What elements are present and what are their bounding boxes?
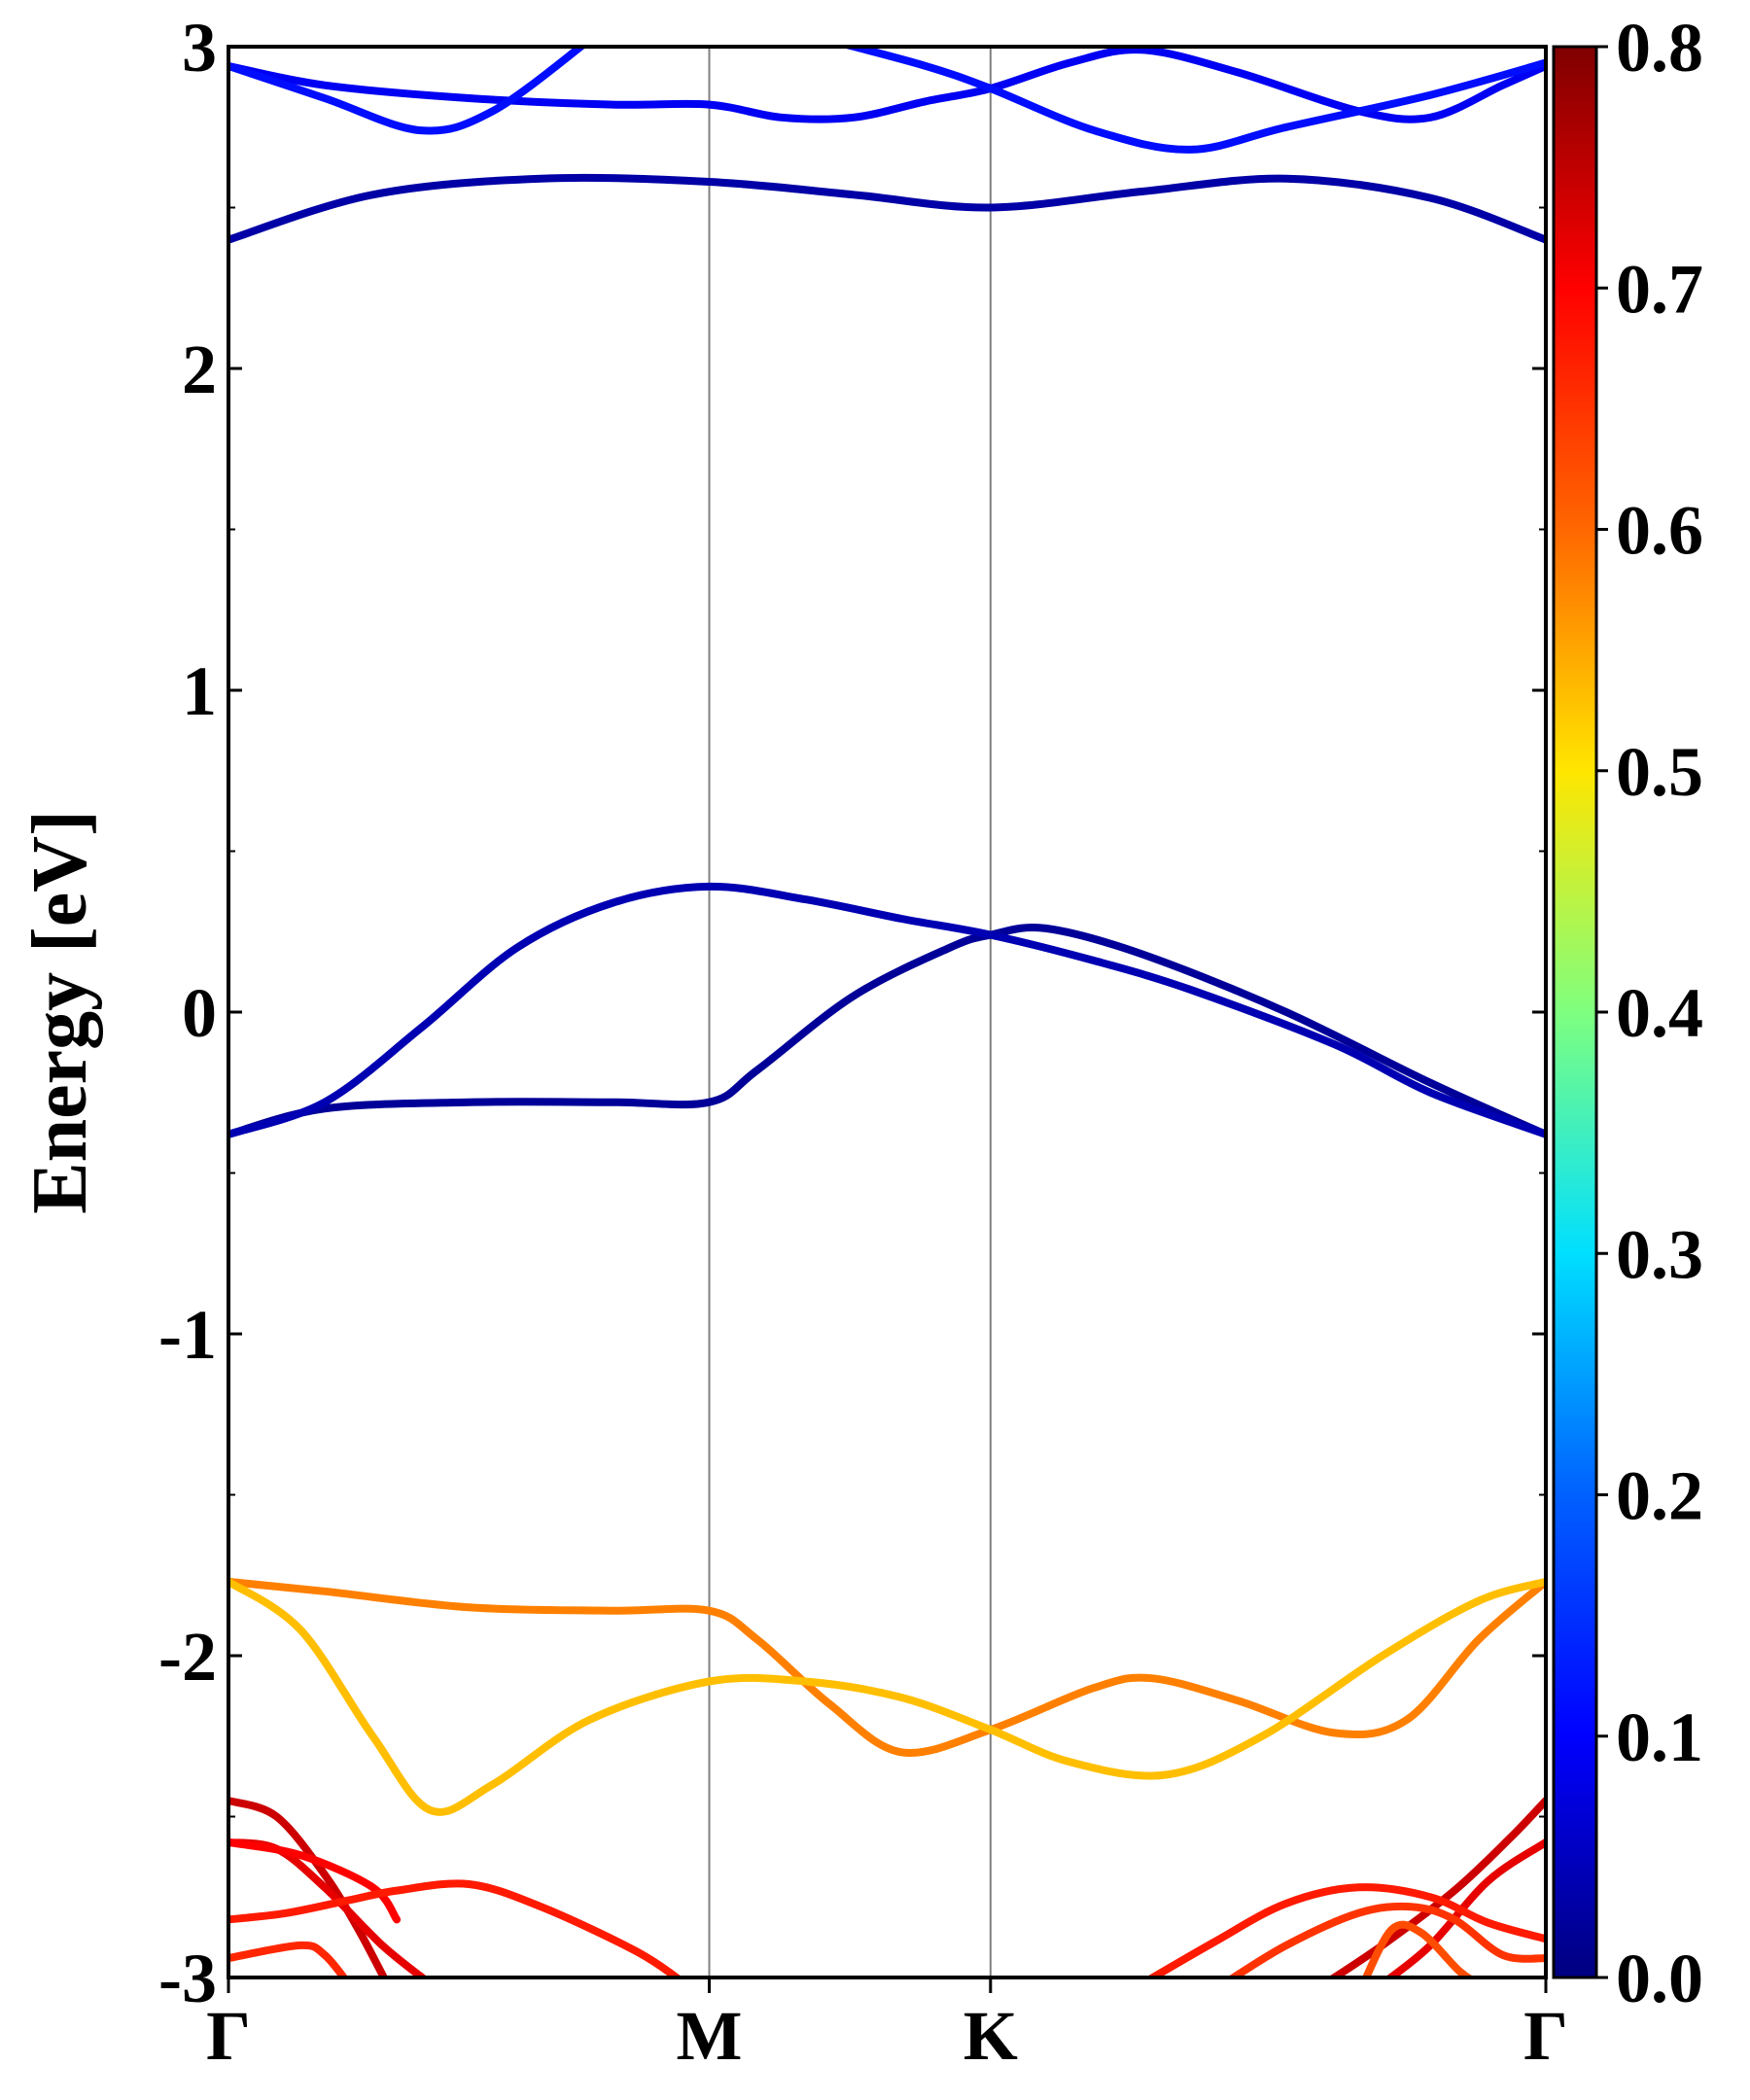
- colorbar-tick-label: 0.5: [1616, 733, 1703, 811]
- y-tick-label: -1: [158, 1296, 217, 1374]
- y-tick-label: 3: [182, 9, 217, 87]
- y-tick-label: 0: [182, 974, 217, 1052]
- band-line: [228, 173, 1546, 244]
- y-tick-label: -3: [158, 1940, 217, 2017]
- band-line: [228, 924, 1546, 1138]
- band-line: [1327, 1797, 1546, 1978]
- band-line: [228, 882, 1546, 1138]
- y-axis-label: Energy [eV]: [18, 810, 103, 1213]
- y-tick-label: 1: [182, 652, 217, 730]
- colorbar-tick-label: 0.6: [1616, 492, 1703, 570]
- colorbar-tick-label: 0.7: [1616, 250, 1703, 328]
- plot-frame: [227, 45, 1548, 1979]
- colorbar-tick-label: 0.0: [1616, 1940, 1703, 2017]
- x-tick-label: K: [963, 1997, 1018, 2075]
- band-line: [838, 47, 1546, 154]
- band-line: [228, 1797, 389, 1978]
- y-tick-label: -2: [158, 1618, 217, 1696]
- band-line: [228, 1577, 1546, 1816]
- x-tick-label: Γ: [1523, 1997, 1568, 2075]
- x-tick-label: M: [677, 1997, 743, 2075]
- colorbar-tick-label: 0.4: [1616, 974, 1703, 1052]
- colorbar: [1552, 45, 1598, 1979]
- band-line: [228, 1838, 402, 1924]
- band-line: [228, 47, 1546, 123]
- band-line: [228, 1577, 1546, 1758]
- band-line: [1144, 1883, 1546, 1978]
- band-line: [228, 47, 587, 135]
- band-line: [228, 1941, 349, 1978]
- colorbar-tick-label: 0.1: [1616, 1698, 1703, 1776]
- colorbar-tick-label: 0.2: [1616, 1457, 1703, 1535]
- x-tick-label: Γ: [206, 1997, 251, 2075]
- band-line: [228, 1879, 683, 1978]
- band-line: [1226, 1902, 1546, 1978]
- colorbar-tick-label: 0.3: [1616, 1215, 1703, 1293]
- y-tick-label: 2: [182, 331, 217, 408]
- colorbar-tick-label: 0.8: [1616, 9, 1703, 87]
